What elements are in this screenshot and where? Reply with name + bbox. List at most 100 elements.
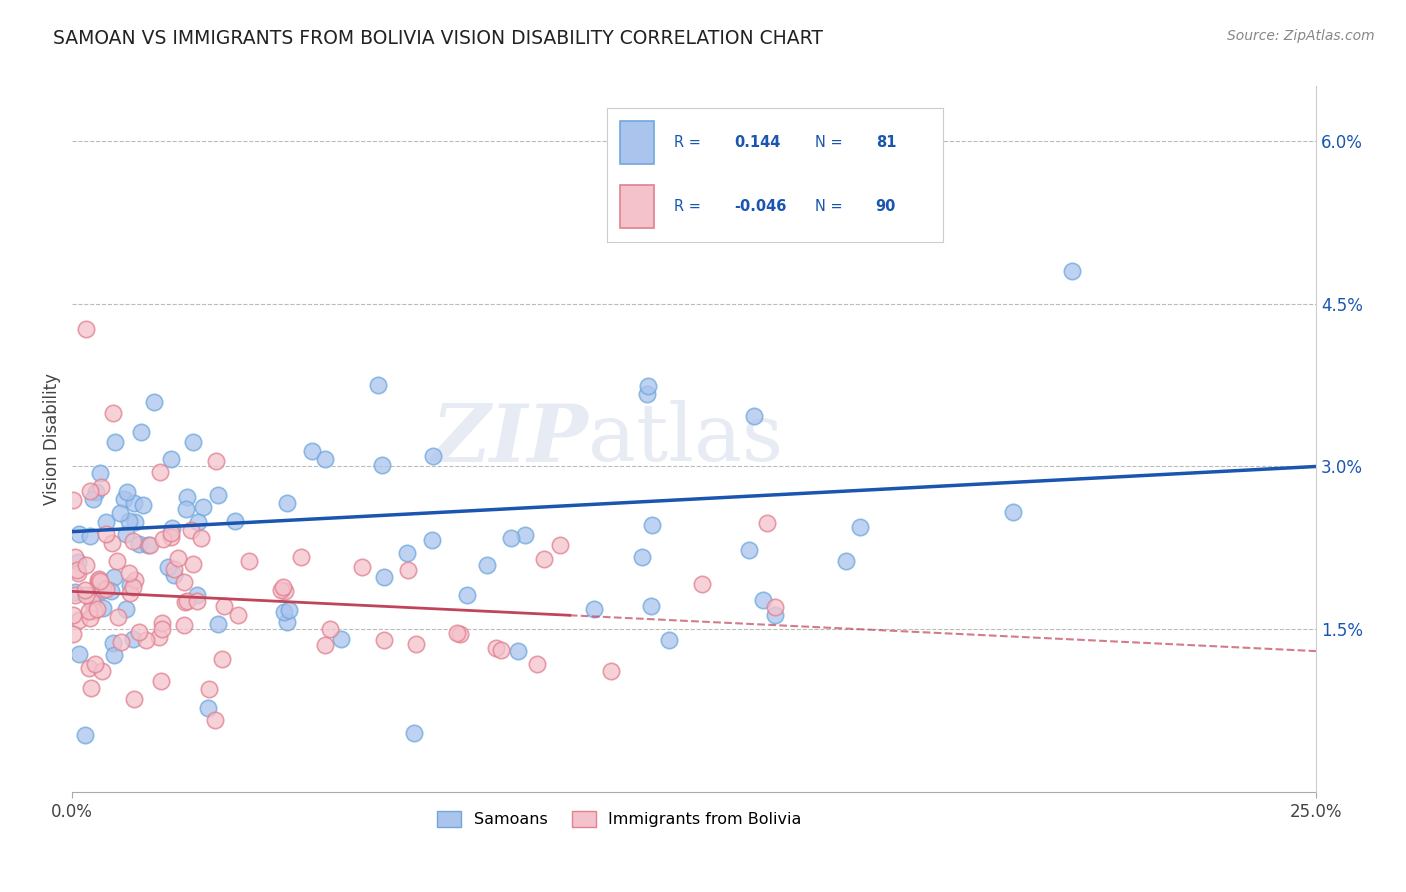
Point (641, 517, 664, 532)
Text: SAMOAN VS IMMIGRANTS FROM BOLIVIA VISION DISABILITY CORRELATION CHART: SAMOAN VS IMMIGRANTS FROM BOLIVIA VISION… (53, 29, 824, 47)
Point (150, 622, 173, 636)
Point (371, 458, 394, 472)
Point (224, 514, 246, 528)
Point (513, 528, 536, 542)
Point (506, 644, 529, 658)
Point (273, 605, 295, 619)
Point (148, 630, 170, 644)
Point (128, 537, 150, 551)
Point (117, 485, 139, 500)
Point (124, 496, 146, 510)
Point (149, 465, 172, 479)
Point (122, 692, 145, 706)
Point (197, 701, 219, 715)
Point (100, 535, 122, 549)
Point (186, 594, 208, 608)
Point (86, 602, 108, 616)
Point (396, 563, 419, 577)
Point (138, 538, 160, 552)
Point (63, 588, 86, 602)
Point (67, 647, 90, 661)
Point (91, 582, 114, 597)
Point (501, 531, 523, 545)
Point (1001, 505, 1024, 519)
Point (526, 657, 548, 671)
Point (94, 527, 117, 541)
Point (742, 409, 765, 423)
Point (276, 615, 298, 629)
Point (752, 592, 775, 607)
Point (314, 452, 336, 467)
Point (131, 425, 153, 439)
Point (91, 600, 114, 615)
Point (174, 501, 197, 516)
Point (198, 681, 221, 696)
Point (637, 379, 659, 393)
Point (350, 560, 373, 574)
Point (104, 434, 127, 449)
Point (658, 632, 681, 647)
Point (159, 530, 181, 544)
Point (763, 600, 786, 615)
Point (204, 713, 226, 727)
Point (162, 521, 184, 535)
Point (80, 681, 103, 695)
Point (118, 514, 141, 528)
Point (121, 632, 143, 646)
Point (181, 434, 204, 449)
Point (90, 480, 112, 494)
Point (176, 491, 198, 505)
Point (103, 648, 125, 662)
Point (290, 549, 312, 564)
Point (640, 599, 662, 613)
Point (89, 466, 111, 480)
Point (84, 657, 107, 672)
Point (150, 615, 173, 630)
Point (274, 584, 297, 599)
Point (600, 664, 623, 678)
Point (319, 622, 342, 636)
Point (107, 554, 129, 568)
Point (94, 516, 117, 530)
Point (87, 573, 110, 587)
Point (62, 492, 84, 507)
Point (121, 580, 143, 594)
Point (157, 559, 180, 574)
Point (87, 572, 110, 586)
Point (120, 578, 142, 592)
Point (173, 575, 195, 590)
Point (190, 531, 212, 545)
Point (329, 632, 352, 646)
Point (73, 728, 96, 742)
Point (67, 613, 90, 627)
Point (77, 604, 100, 618)
Point (82, 594, 104, 608)
Point (132, 499, 155, 513)
Point (163, 567, 186, 582)
Point (276, 496, 298, 510)
Point (238, 554, 260, 568)
Point (548, 538, 571, 552)
Point (75, 588, 97, 602)
Point (211, 652, 233, 666)
Point (135, 633, 157, 648)
Point (205, 454, 228, 468)
Point (692, 577, 714, 591)
Point (87, 575, 110, 590)
Point (94, 582, 117, 597)
Point (90, 584, 112, 599)
Point (103, 570, 125, 584)
Point (835, 554, 858, 568)
Point (118, 586, 141, 600)
Point (738, 543, 761, 558)
Point (160, 526, 183, 541)
Point (422, 449, 444, 463)
Point (187, 515, 209, 529)
Point (849, 520, 872, 534)
Point (89, 574, 111, 588)
Text: atlas: atlas (588, 401, 783, 478)
Point (395, 546, 418, 560)
Point (277, 603, 299, 617)
Point (79, 610, 101, 624)
Point (402, 725, 425, 739)
